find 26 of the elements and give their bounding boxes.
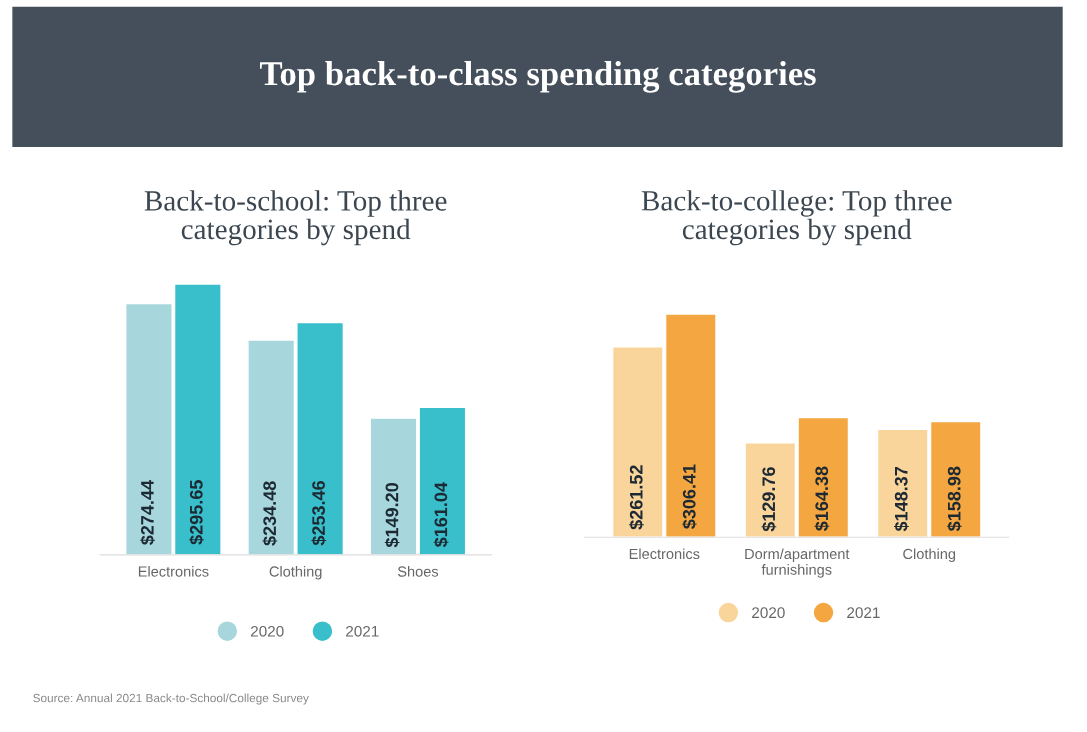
x-tick-label: Shoes xyxy=(397,565,439,577)
x-tick-label: Electronics xyxy=(138,565,209,577)
data-label: $306.41 xyxy=(682,464,697,529)
text: Top back-to-class spending categories xyxy=(260,60,816,93)
data-label: $261.52 xyxy=(629,465,644,530)
data-label: $234.48 xyxy=(262,481,278,546)
data-label: $148.37 xyxy=(894,467,909,532)
data-label: $161.04 xyxy=(433,482,449,548)
legend-label: 2020 xyxy=(250,625,284,637)
x-tick-label: Dorm/apartment furnishings xyxy=(745,548,850,578)
x-tick-label: Electronics xyxy=(629,548,700,560)
x-tick-label: Clothing xyxy=(903,548,956,562)
data-label: $253.46 xyxy=(311,481,327,546)
data-label: $158.98 xyxy=(947,466,962,532)
legend-label: 2020 xyxy=(752,607,785,619)
chart-title: Back-to-college: Top three categories by spend xyxy=(641,190,952,246)
data-label: $164.38 xyxy=(814,466,830,532)
data-label: $274.44 xyxy=(140,480,155,546)
x-tick-label: Clothing xyxy=(269,565,322,580)
data-label: $129.76 xyxy=(761,467,777,532)
legend-label: 2021 xyxy=(847,607,880,619)
legend-label: 2021 xyxy=(346,625,379,637)
chart-title: Back-to-school: Top three categories by spend xyxy=(144,190,447,246)
data-label: $149.20 xyxy=(384,483,400,548)
source-note: Source: Annual 2021 Back-to-School/College Survey xyxy=(33,693,309,705)
data-label: $295.65 xyxy=(189,480,204,545)
